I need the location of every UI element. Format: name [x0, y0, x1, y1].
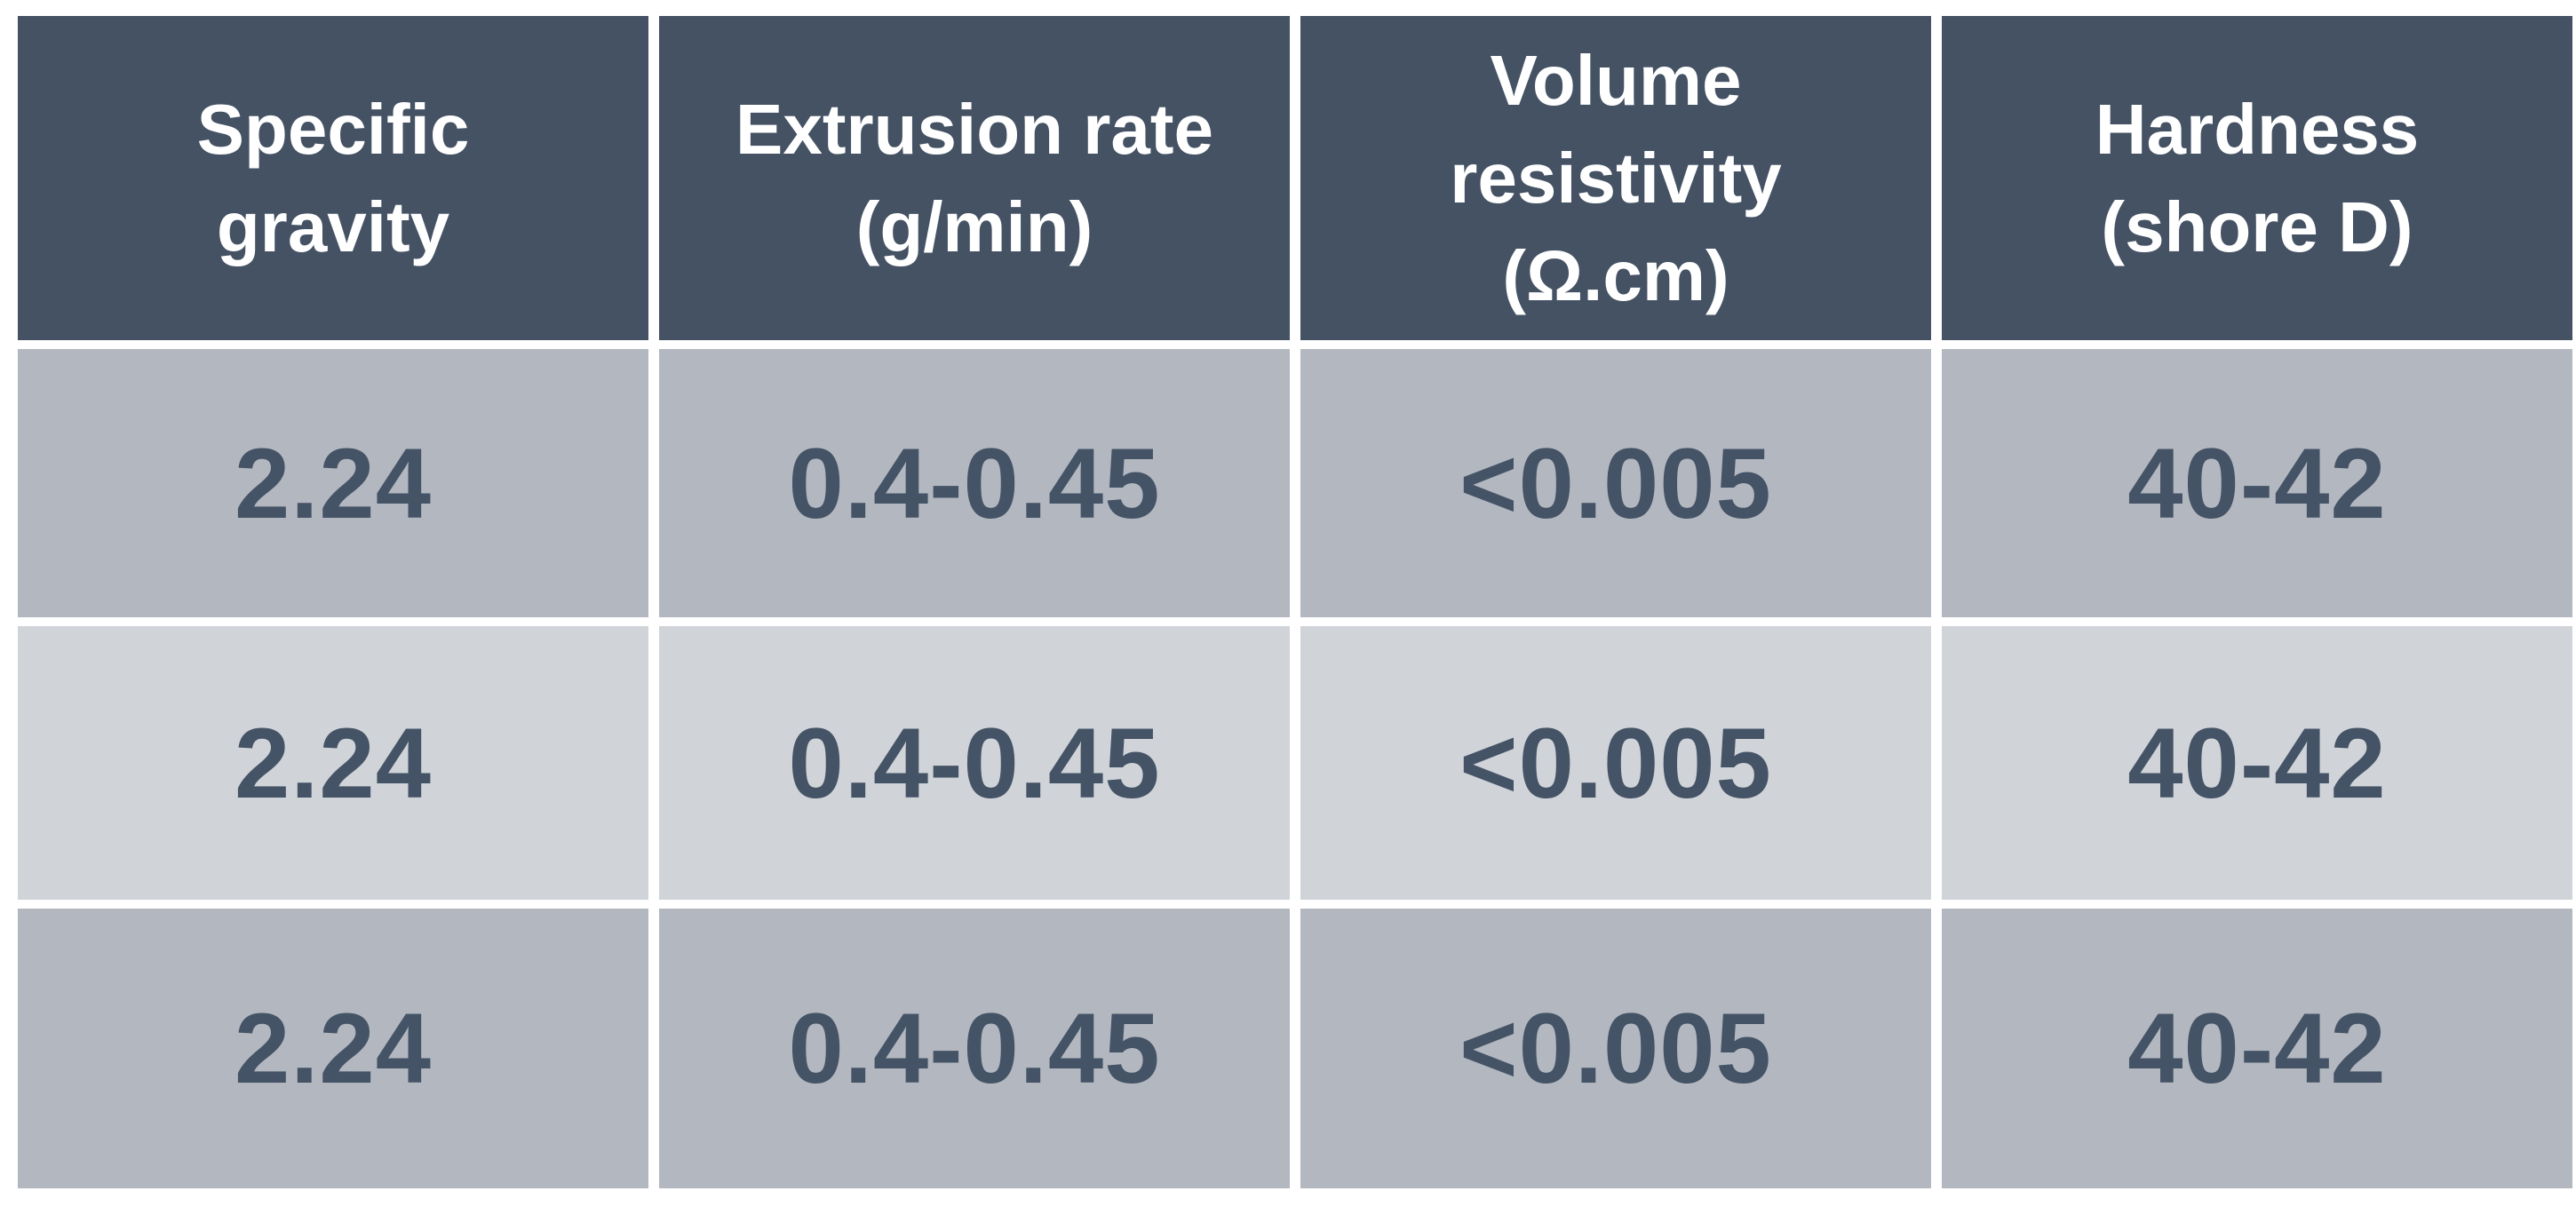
properties-table: Specific gravity Extrusion rate (g/min) … — [18, 16, 2572, 1197]
column-header-extrusion-rate: Extrusion rate (g/min) — [659, 16, 1290, 340]
cell-hardness: 40-42 — [1942, 909, 2572, 1188]
column-header-hardness: Hardness (shore D) — [1942, 16, 2572, 340]
cell-extrusion-rate: 0.4-0.45 — [659, 626, 1290, 900]
cell-specific-gravity: 2.24 — [18, 909, 648, 1188]
cell-hardness: 40-42 — [1942, 626, 2572, 900]
cell-extrusion-rate: 0.4-0.45 — [659, 349, 1290, 617]
cell-extrusion-rate: 0.4-0.45 — [659, 909, 1290, 1188]
column-header-volume-resistivity: Volume resistivity (Ω.cm) — [1300, 16, 1931, 340]
cell-specific-gravity: 2.24 — [18, 349, 648, 617]
cell-volume-resistivity: <0.005 — [1300, 909, 1931, 1188]
cell-volume-resistivity: <0.005 — [1300, 626, 1931, 900]
column-header-specific-gravity: Specific gravity — [18, 16, 648, 340]
cell-volume-resistivity: <0.005 — [1300, 349, 1931, 617]
cell-specific-gravity: 2.24 — [18, 626, 648, 900]
cell-hardness: 40-42 — [1942, 349, 2572, 617]
